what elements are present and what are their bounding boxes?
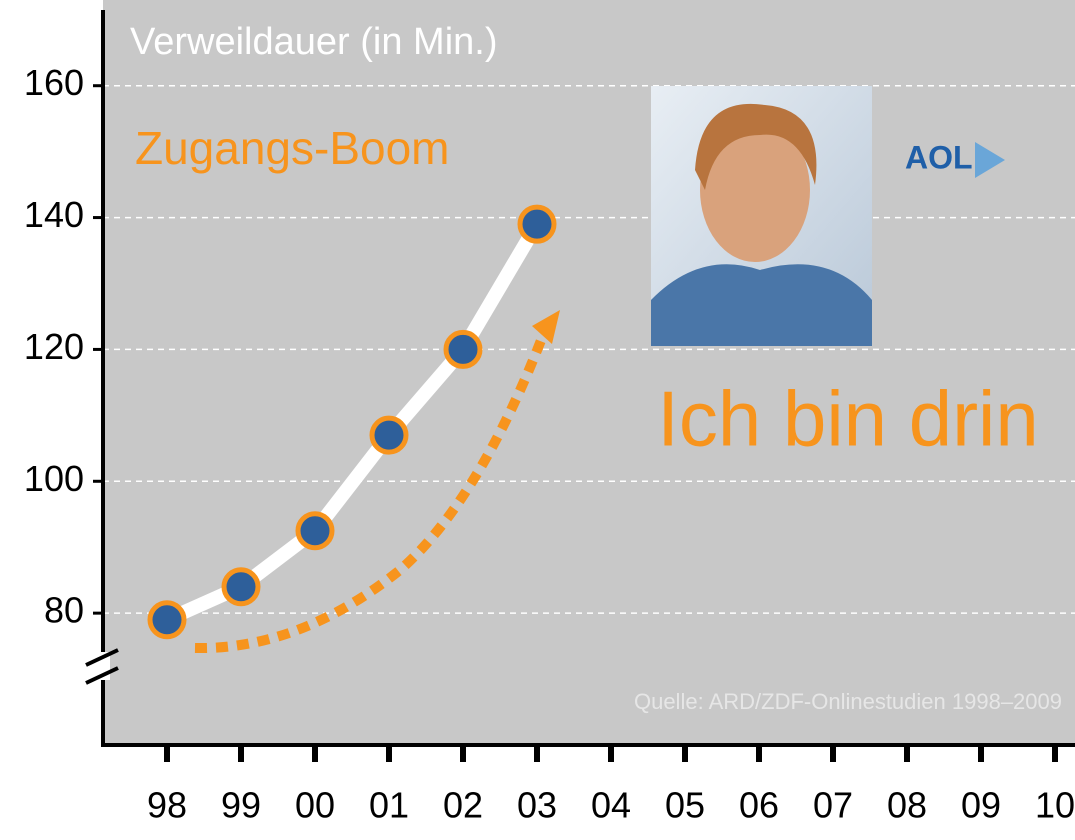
phase-label: Zugangs-Boom (135, 122, 450, 174)
y-tick-label: 140 (24, 194, 84, 235)
chart-title: Verweildauer (in Min.) (130, 21, 497, 63)
grid (103, 84, 1075, 614)
axis-break (85, 648, 119, 685)
y-tick-label: 80 (44, 590, 84, 631)
logo-icon (975, 142, 1005, 178)
x-tick-label: 10 (1035, 785, 1075, 826)
slogan: Ich bin drin (657, 375, 1039, 463)
x-tick-label: 05 (665, 785, 705, 826)
plot-area (103, 0, 1075, 745)
y-tick-label: 100 (24, 458, 84, 499)
x-tick-label: 99 (221, 785, 261, 826)
y-tick-label: 120 (24, 326, 84, 367)
x-tick-label: 02 (443, 785, 483, 826)
source-note: Quelle: ARD/ZDF-Onlinestudien 1998–2009 (634, 689, 1062, 714)
y-tick-label: 160 (24, 62, 84, 103)
x-tick-label: 06 (739, 785, 779, 826)
x-tick-label: 08 (887, 785, 927, 826)
x-tick-label: 04 (591, 785, 631, 826)
data-point (369, 415, 409, 455)
data-point (221, 567, 261, 607)
x-tick-label: 01 (369, 785, 409, 826)
x-tick-label: 00 (295, 785, 335, 826)
photo (651, 86, 872, 346)
data-point (443, 329, 483, 369)
data-point (295, 511, 335, 551)
x-tick-label: 03 (517, 785, 557, 826)
data-point (517, 204, 557, 244)
logo: AOL (905, 139, 973, 175)
data-point (147, 600, 187, 640)
trend-arrow (194, 328, 550, 654)
trend-arrowhead (532, 310, 560, 344)
x-tick-label: 98 (147, 785, 187, 826)
x-tick-label: 07 (813, 785, 853, 826)
x-tick-label: 09 (961, 785, 1001, 826)
